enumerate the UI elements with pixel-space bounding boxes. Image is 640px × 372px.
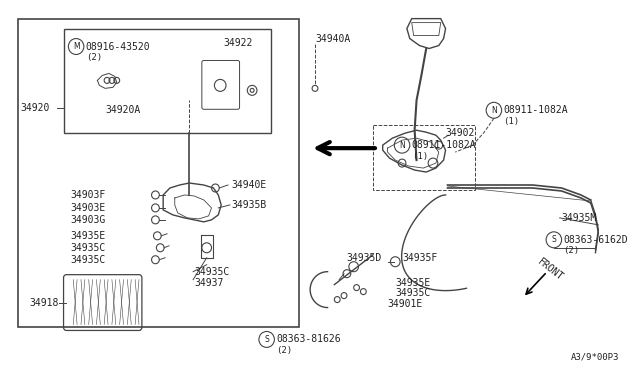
Text: (1): (1) <box>412 152 428 161</box>
Text: 08911-1082A: 08911-1082A <box>504 105 568 115</box>
Text: 34935E: 34935E <box>70 231 106 241</box>
Text: 34935C: 34935C <box>70 255 106 265</box>
Text: 34935C: 34935C <box>70 243 106 253</box>
Text: 34935C: 34935C <box>194 267 229 277</box>
Text: 34903F: 34903F <box>70 190 106 200</box>
Text: 34920: 34920 <box>20 103 49 113</box>
Text: 08911-1082A: 08911-1082A <box>412 140 476 150</box>
Text: A3/9*00P3: A3/9*00P3 <box>572 353 620 362</box>
Text: 34937: 34937 <box>194 278 223 288</box>
Text: 34920A: 34920A <box>105 105 140 115</box>
Text: S: S <box>552 235 556 244</box>
Text: (2): (2) <box>276 346 292 355</box>
Text: 08363-6162D: 08363-6162D <box>564 235 628 245</box>
Text: M: M <box>73 42 79 51</box>
Text: 34935D: 34935D <box>346 253 381 263</box>
Text: 08916-43520: 08916-43520 <box>86 42 150 52</box>
Text: (2): (2) <box>86 53 102 62</box>
Text: 34935B: 34935B <box>231 200 266 210</box>
Text: 34901E: 34901E <box>388 299 423 308</box>
Text: 34935E: 34935E <box>396 278 431 288</box>
Text: 34903G: 34903G <box>70 215 106 225</box>
Text: 34922: 34922 <box>223 38 253 48</box>
Text: N: N <box>399 141 405 150</box>
Text: S: S <box>264 335 269 344</box>
Text: 34940A: 34940A <box>315 33 350 44</box>
Bar <box>63 29 271 133</box>
Text: (2): (2) <box>564 246 580 255</box>
Text: 34902: 34902 <box>445 128 475 138</box>
Text: 34935M: 34935M <box>562 213 597 223</box>
Text: (1): (1) <box>504 117 520 126</box>
Text: 08363-81626: 08363-81626 <box>276 334 341 344</box>
Bar <box>373 125 475 190</box>
Text: 34935C: 34935C <box>396 288 431 298</box>
Bar <box>18 19 298 327</box>
Text: FRONT: FRONT <box>536 257 564 283</box>
Text: 34903E: 34903E <box>70 203 106 213</box>
Text: 34935F: 34935F <box>402 253 437 263</box>
Text: 34918: 34918 <box>29 298 59 308</box>
Text: N: N <box>491 106 497 115</box>
Text: 34940E: 34940E <box>231 180 266 190</box>
